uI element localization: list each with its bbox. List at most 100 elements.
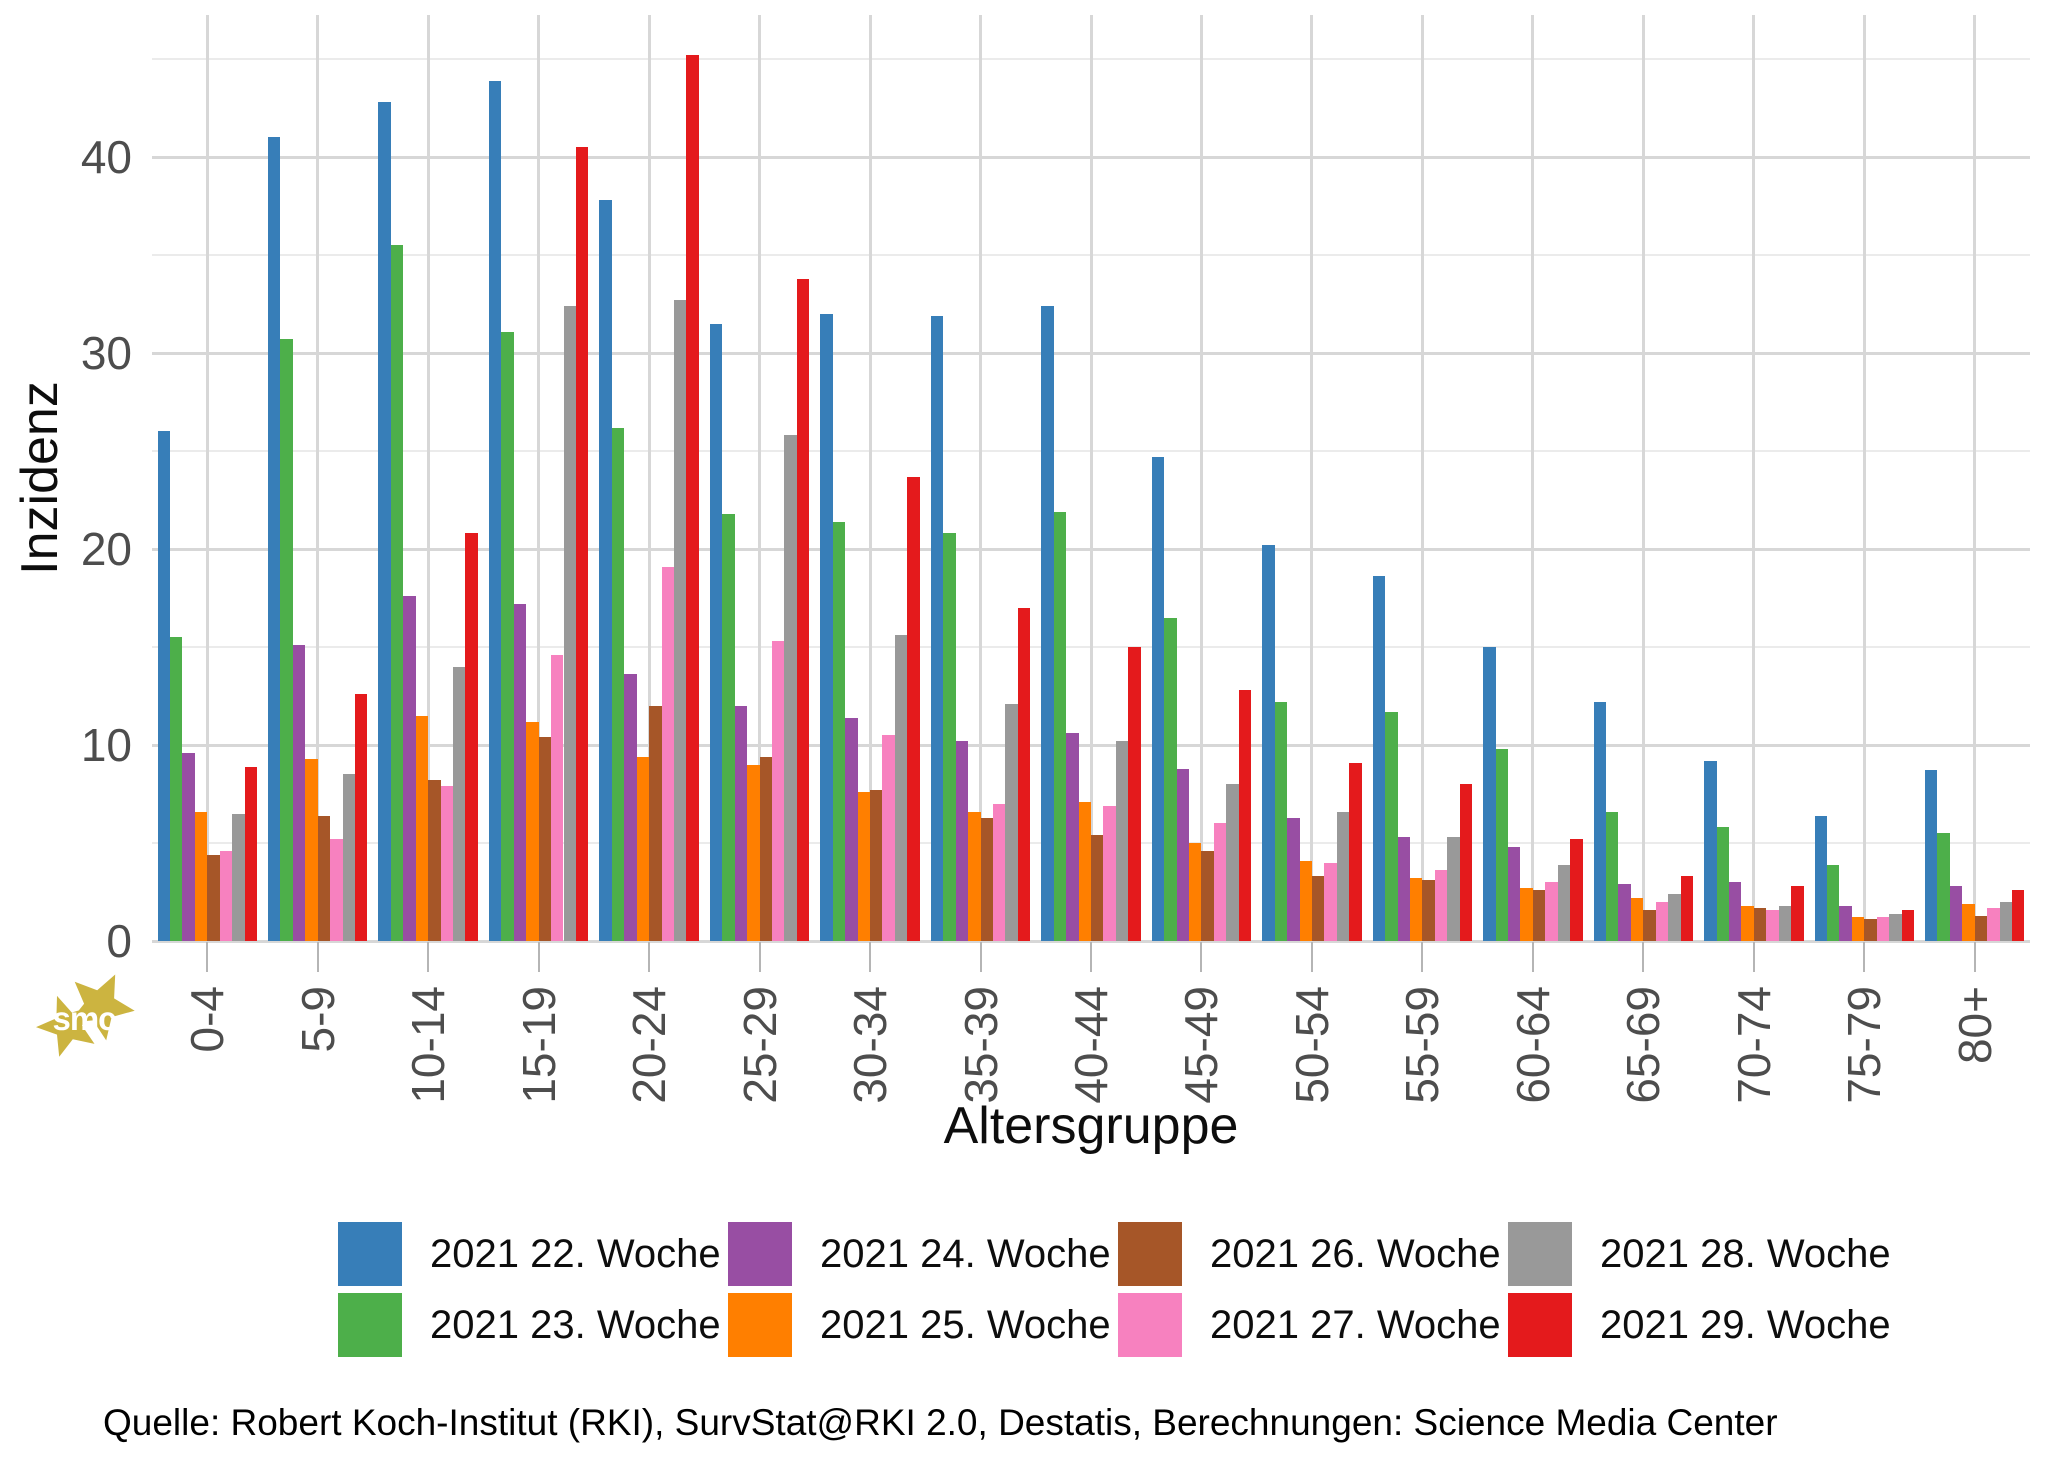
bar-2021-24-woche-30-34 (845, 717, 858, 941)
bar-2021-27-woche-10-14 (440, 786, 454, 941)
bar-2021-27-woche-80+ (1987, 907, 2000, 941)
bar-2021-29-woche-40-44 (1128, 647, 1141, 941)
bar-2021-24-woche-50-54 (1287, 817, 1300, 941)
bar-2021-24-woche-20-24 (624, 674, 637, 941)
y-tick-label: 10 (80, 719, 132, 772)
category-gridline (1862, 15, 1866, 941)
bar-2021-26-woche-15-19 (538, 737, 552, 941)
bar-2021-22-woche-65-69 (1593, 701, 1607, 941)
bar-2021-28-woche-75-79 (1889, 913, 1902, 941)
bar-2021-23-woche-55-59 (1385, 711, 1398, 941)
y-axis-title: Inzidenz (11, 381, 69, 575)
bar-2021-29-woche-5-9 (354, 694, 368, 941)
bar-2021-25-woche-5-9 (305, 758, 318, 941)
bar-2021-24-woche-0-4 (182, 752, 195, 941)
bar-2021-29-woche-70-74 (1791, 886, 1804, 941)
x-tick-mark (1090, 942, 1092, 972)
category-gridline (1973, 15, 1977, 941)
bar-2021-25-woche-45-49 (1189, 843, 1202, 941)
bar-2021-24-woche-60-64 (1508, 846, 1521, 941)
x-tick-label: 5-9 (291, 986, 344, 1053)
bar-2021-26-woche-60-64 (1532, 890, 1546, 941)
bar-2021-29-woche-35-39 (1017, 607, 1031, 941)
bar-2021-24-woche-35-39 (955, 741, 969, 941)
bar-2021-25-woche-80+ (1962, 903, 1975, 941)
bar-2021-29-woche-60-64 (1570, 839, 1583, 941)
x-tick-label: 30-34 (844, 986, 897, 1104)
x-tick-mark (1863, 942, 1866, 972)
bar-2021-26-woche-10-14 (428, 780, 441, 941)
bar-2021-28-woche-50-54 (1336, 811, 1350, 941)
bar-2021-24-woche-45-49 (1176, 768, 1190, 941)
bar-2021-25-woche-70-74 (1741, 905, 1754, 941)
bar-2021-27-woche-45-49 (1213, 823, 1227, 941)
y-tick-label: 30 (80, 327, 132, 380)
legend-label-2: 2021 23. Woche (430, 1303, 721, 1347)
category-gridline (1199, 15, 1203, 941)
bar-2021-22-woche-60-64 (1483, 647, 1496, 941)
legend-swatch-1 (338, 1222, 402, 1286)
bar-2021-26-woche-45-49 (1201, 850, 1214, 941)
bar-2021-24-woche-65-69 (1618, 884, 1631, 941)
bar-2021-29-woche-15-19 (575, 147, 589, 941)
source-credit: Quelle: Robert Koch-Institut (RKI), Surv… (103, 1402, 1778, 1443)
bar-2021-23-woche-5-9 (280, 339, 293, 941)
bar-2021-22-woche-55-59 (1372, 576, 1386, 941)
bar-2021-24-woche-15-19 (513, 603, 527, 941)
bar-2021-29-woche-30-34 (907, 476, 920, 941)
legend-label-5: 2021 26. Woche (1210, 1232, 1501, 1276)
bar-2021-22-woche-35-39 (930, 315, 944, 941)
bar-2021-27-woche-25-29 (772, 641, 785, 941)
bar-2021-28-woche-70-74 (1778, 905, 1792, 941)
bar-2021-29-woche-25-29 (796, 278, 810, 941)
category-gridline (1310, 15, 1314, 941)
x-tick-label: 70-74 (1727, 986, 1780, 1104)
y-tick-label: 0 (106, 915, 132, 967)
x-tick-mark (1752, 942, 1755, 972)
bar-2021-25-woche-15-19 (526, 721, 539, 941)
bar-2021-26-woche-70-74 (1753, 907, 1767, 941)
legend-label-1: 2021 22. Woche (430, 1232, 721, 1276)
category-gridline (1752, 15, 1756, 941)
bar-2021-24-woche-75-79 (1839, 905, 1852, 941)
category-gridline (1641, 15, 1645, 941)
x-tick-label: 50-54 (1285, 986, 1338, 1104)
bar-2021-24-woche-70-74 (1728, 882, 1742, 941)
x-tick-label: 20-24 (623, 986, 676, 1104)
category-gridline (426, 15, 430, 941)
legend-swatch-3 (728, 1222, 792, 1286)
bar-2021-26-woche-80+ (1974, 915, 1988, 941)
bar-2021-23-woche-60-64 (1495, 748, 1509, 941)
bar-2021-27-woche-5-9 (330, 839, 343, 941)
bar-2021-22-woche-5-9 (267, 137, 281, 941)
bar-2021-23-woche-15-19 (501, 331, 514, 941)
bar-2021-25-woche-40-44 (1078, 801, 1091, 941)
bar-2021-28-woche-10-14 (453, 666, 466, 941)
bar-2021-27-woche-15-19 (551, 654, 564, 941)
bar-2021-26-woche-50-54 (1311, 876, 1325, 941)
bar-2021-25-woche-10-14 (415, 715, 429, 941)
bar-2021-25-woche-25-29 (747, 764, 760, 941)
bar-2021-29-woche-55-59 (1459, 784, 1473, 941)
bar-2021-24-woche-55-59 (1397, 837, 1410, 941)
bar-2021-23-woche-75-79 (1827, 864, 1840, 941)
x-tick-label: 55-59 (1396, 986, 1449, 1104)
bar-2021-23-woche-25-29 (722, 513, 735, 941)
bar-2021-28-woche-15-19 (563, 306, 576, 941)
y-tick-label: 40 (80, 131, 132, 184)
bar-2021-22-woche-0-4 (157, 431, 170, 941)
bar-2021-27-woche-60-64 (1545, 882, 1558, 941)
bar-2021-28-woche-65-69 (1668, 893, 1681, 941)
bar-2021-26-woche-0-4 (207, 854, 220, 941)
bar-2021-25-woche-20-24 (636, 756, 650, 941)
x-tick-label: 80+ (1948, 986, 2001, 1065)
x-tick-mark (1200, 942, 1203, 972)
x-tick-mark (1531, 942, 1534, 972)
legend-swatch-4 (728, 1293, 792, 1357)
x-tick-label: 45-49 (1175, 986, 1228, 1104)
legend-label-6: 2021 27. Woche (1210, 1303, 1501, 1347)
legend-label-8: 2021 29. Woche (1600, 1303, 1891, 1347)
bar-2021-22-woche-50-54 (1262, 545, 1275, 941)
major-gridline (152, 939, 2030, 943)
category-gridline (758, 15, 762, 941)
